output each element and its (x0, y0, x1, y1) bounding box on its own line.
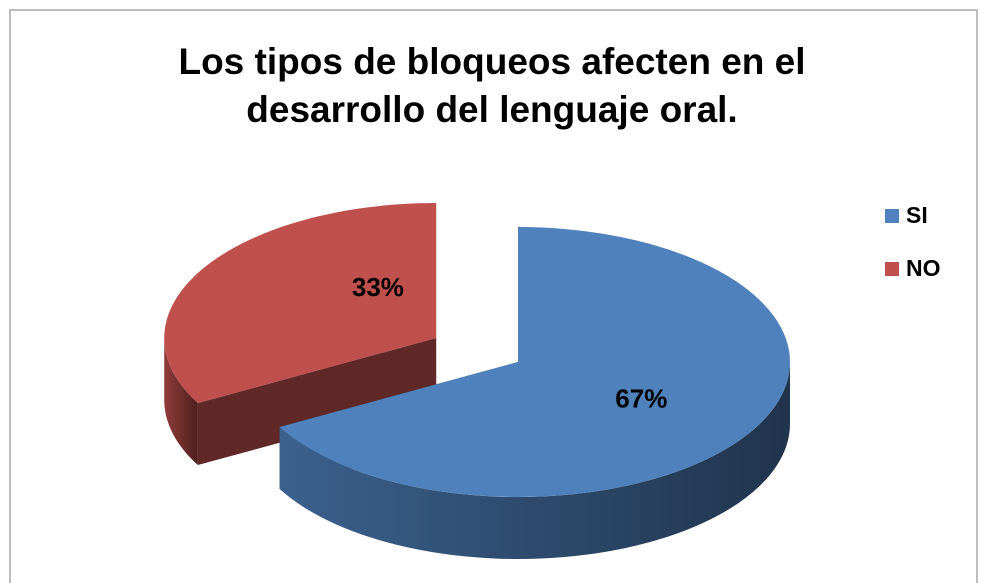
legend-label: NO (906, 255, 941, 281)
legend-swatch (885, 209, 899, 223)
slice-wall (279, 362, 790, 559)
legend-swatch (885, 262, 899, 276)
chart-title: Los tipos de bloqueos afecten en el desa… (178, 41, 806, 130)
slice (164, 202, 437, 404)
slice (279, 227, 790, 497)
legend-label: SI (906, 202, 928, 228)
slice-wall (164, 337, 198, 466)
data-label: 67% (615, 384, 667, 414)
data-label: 33% (352, 272, 404, 302)
slice-side (197, 337, 437, 466)
